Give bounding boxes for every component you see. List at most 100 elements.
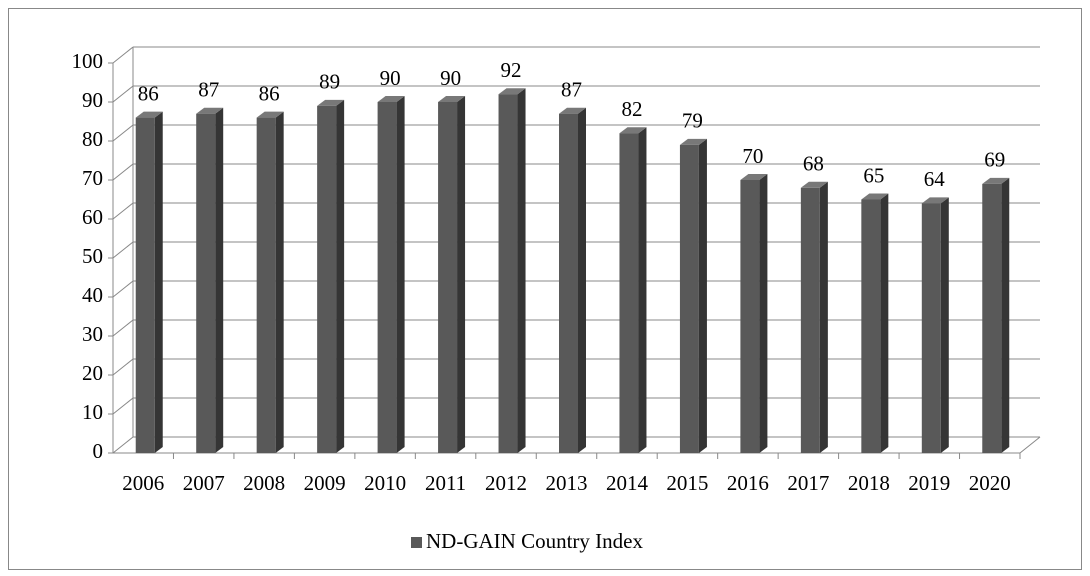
y-tick-label: 60 xyxy=(82,205,103,229)
data-label: 89 xyxy=(319,70,340,94)
data-label: 86 xyxy=(138,81,159,105)
x-tick-label: 2013 xyxy=(546,471,588,495)
bar-front xyxy=(498,94,518,453)
y-tick-label: 0 xyxy=(93,439,104,463)
x-tick-label: 2010 xyxy=(364,471,406,495)
y-tick-label: 70 xyxy=(82,166,103,190)
grid-line-side xyxy=(112,46,134,64)
y-tick-label: 40 xyxy=(82,283,103,307)
bar-top xyxy=(921,197,949,204)
bar-side xyxy=(698,138,707,453)
bar-top xyxy=(679,138,707,145)
bar-side xyxy=(154,111,163,453)
x-tick-label: 2016 xyxy=(727,471,769,495)
bar xyxy=(619,127,647,453)
bar xyxy=(498,88,526,453)
bar-side xyxy=(940,197,949,453)
bar-top xyxy=(498,88,526,95)
y-tick-label: 10 xyxy=(82,400,103,424)
grid-line-side xyxy=(112,124,134,142)
bar xyxy=(861,193,889,453)
bar xyxy=(256,111,284,453)
grid-line-side xyxy=(112,85,134,103)
bar-side xyxy=(638,127,647,453)
bar-front xyxy=(982,183,1002,453)
x-tick-label: 2019 xyxy=(908,471,950,495)
bar-side xyxy=(396,96,405,453)
bar-top xyxy=(982,177,1010,184)
bar-top xyxy=(377,96,405,102)
grid-line-side xyxy=(112,202,134,220)
bar-front xyxy=(740,180,760,453)
x-tick-label: 2018 xyxy=(848,471,890,495)
data-label: 86 xyxy=(259,81,280,105)
x-tick-label: 2011 xyxy=(425,471,466,495)
grid-line-side xyxy=(112,358,134,376)
bar-front xyxy=(800,187,820,454)
bar xyxy=(135,111,163,453)
bar-side xyxy=(578,107,586,453)
grid-line-side xyxy=(112,163,134,181)
data-label: 68 xyxy=(803,152,824,176)
bar-side xyxy=(336,99,345,454)
bar-side xyxy=(275,111,284,453)
bar-top xyxy=(861,193,889,200)
bar-front xyxy=(317,105,337,454)
bar xyxy=(679,138,707,453)
data-label: 70 xyxy=(742,144,763,168)
bar-front xyxy=(438,102,458,453)
bar-top xyxy=(256,111,284,118)
bar-top xyxy=(196,107,224,114)
bar xyxy=(740,174,768,453)
bar xyxy=(982,177,1010,453)
grid-line-side xyxy=(112,397,134,415)
y-tick-label: 100 xyxy=(72,49,104,73)
x-tick-label: 2017 xyxy=(787,471,829,495)
bar-top xyxy=(559,107,586,114)
floor-edge xyxy=(1019,436,1041,454)
bar-top xyxy=(317,99,345,106)
data-label: 92 xyxy=(501,58,522,82)
bar-front xyxy=(256,117,276,453)
x-tick-label: 2015 xyxy=(666,471,708,495)
bar-front xyxy=(559,113,578,453)
grid-line-side xyxy=(112,436,134,454)
bar-side xyxy=(457,96,466,453)
y-tick-label: 50 xyxy=(82,244,103,268)
bar-front xyxy=(619,133,639,453)
bar-side xyxy=(517,88,526,453)
data-label: 90 xyxy=(440,66,461,90)
data-label: 82 xyxy=(621,97,642,121)
bar-front xyxy=(135,117,155,453)
data-label: 87 xyxy=(198,78,219,102)
x-tick-label: 2006 xyxy=(122,471,164,495)
y-tick-label: 30 xyxy=(82,322,103,346)
bar-front xyxy=(679,144,699,453)
bar xyxy=(559,107,586,453)
x-tick-label: 2012 xyxy=(485,471,527,495)
grid-line-side xyxy=(112,241,134,259)
legend-swatch xyxy=(411,537,422,548)
data-label: 69 xyxy=(984,148,1005,172)
legend-label: ND-GAIN Country Index xyxy=(426,529,643,553)
bar xyxy=(196,107,224,453)
y-tick-label: 90 xyxy=(82,88,103,112)
x-tick-label: 2020 xyxy=(969,471,1011,495)
bar xyxy=(438,96,466,453)
bar-front xyxy=(377,102,397,453)
bar xyxy=(800,181,828,454)
bar xyxy=(317,99,345,454)
bar xyxy=(377,96,405,453)
data-label: 90 xyxy=(380,66,401,90)
bar-top xyxy=(135,111,163,118)
grid-line-side xyxy=(112,280,134,298)
bar-side xyxy=(880,193,889,453)
bar-top xyxy=(740,174,768,180)
data-label: 65 xyxy=(863,163,884,187)
bar-side xyxy=(215,107,224,453)
chart-frame xyxy=(8,8,1082,570)
grid-line-side xyxy=(112,319,134,337)
bar-side xyxy=(819,181,828,454)
bar-side xyxy=(1001,177,1010,453)
